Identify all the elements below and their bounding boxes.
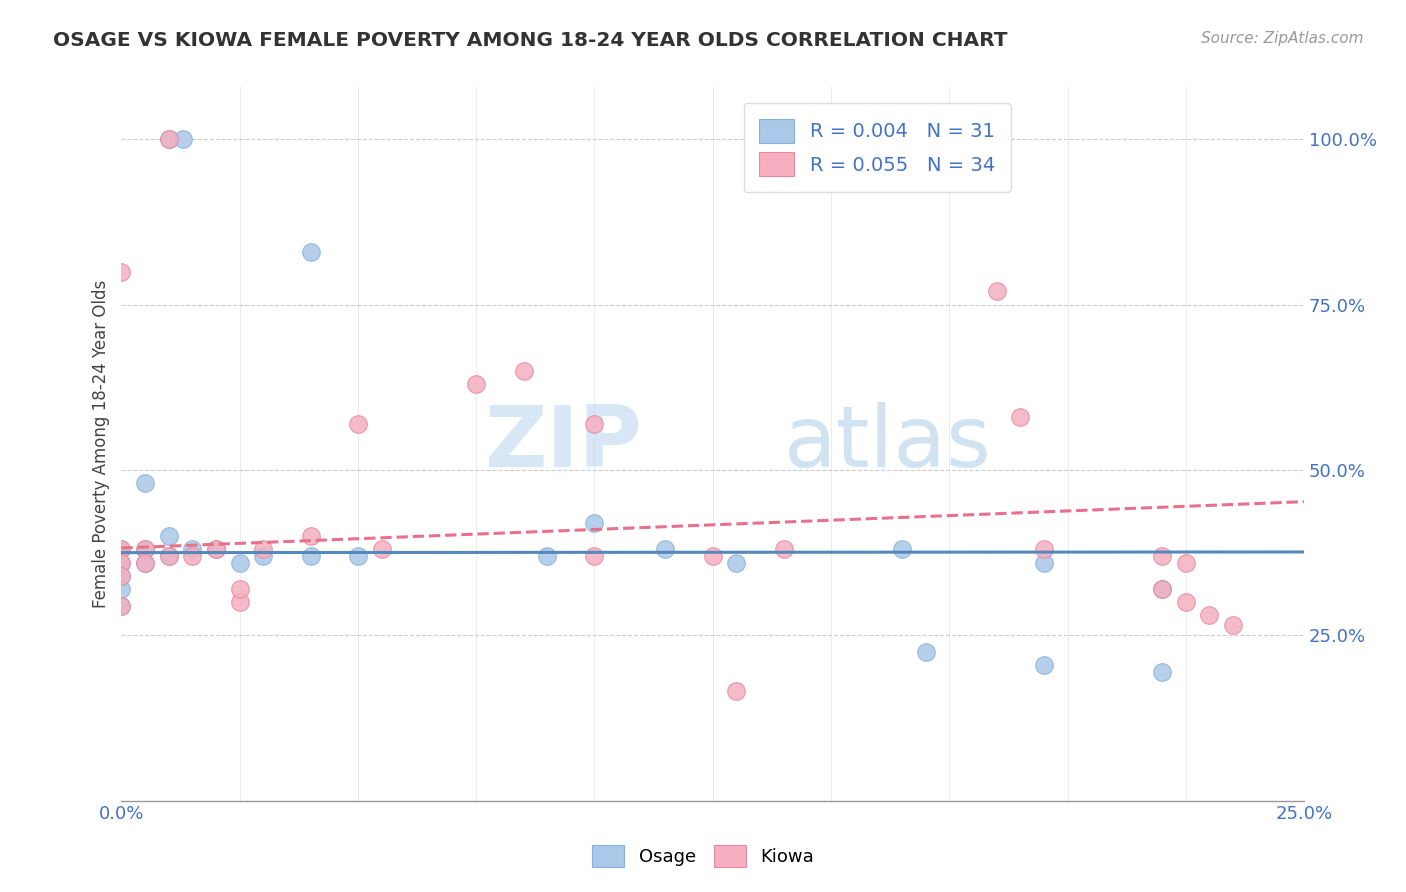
Point: [1152, 582, 1174, 596]
Point: [110, 264, 132, 278]
Point: [252, 542, 274, 557]
Point: [181, 549, 204, 563]
Point: [110, 568, 132, 582]
Point: [157, 132, 180, 146]
Point: [110, 599, 132, 613]
Point: [134, 542, 156, 557]
Text: ZIP: ZIP: [484, 402, 641, 485]
Point: [1032, 658, 1054, 673]
Point: [1152, 665, 1174, 679]
Point: [299, 244, 322, 259]
Point: [172, 132, 194, 146]
Point: [725, 684, 748, 698]
Point: [583, 516, 606, 530]
Legend: R = 0.004   N = 31, R = 0.055   N = 34: R = 0.004 N = 31, R = 0.055 N = 34: [744, 103, 1011, 192]
Point: [157, 549, 180, 563]
Point: [181, 542, 204, 557]
Point: [205, 542, 228, 557]
Point: [1174, 556, 1197, 570]
Legend: Osage, Kiowa: Osage, Kiowa: [585, 838, 821, 874]
Point: [228, 595, 250, 609]
Point: [1174, 595, 1197, 609]
Point: [370, 542, 392, 557]
Point: [110, 556, 132, 570]
Point: [347, 417, 370, 431]
Point: [110, 599, 132, 613]
Point: [110, 582, 132, 596]
Point: [986, 285, 1008, 299]
Point: [134, 556, 156, 570]
Point: [1010, 410, 1032, 425]
Text: OSAGE VS KIOWA FEMALE POVERTY AMONG 18-24 YEAR OLDS CORRELATION CHART: OSAGE VS KIOWA FEMALE POVERTY AMONG 18-2…: [53, 31, 1008, 50]
Point: [654, 542, 676, 557]
Point: [536, 549, 558, 563]
Point: [914, 645, 936, 659]
Point: [772, 542, 794, 557]
Point: [1152, 582, 1174, 596]
Point: [1222, 618, 1244, 632]
Point: [205, 542, 228, 557]
Point: [583, 549, 606, 563]
Point: [299, 549, 322, 563]
Point: [1032, 542, 1054, 557]
Point: [157, 529, 180, 543]
Point: [583, 417, 606, 431]
Point: [157, 132, 180, 146]
Point: [134, 542, 156, 557]
Point: [1032, 556, 1054, 570]
Point: [465, 376, 488, 391]
Point: [110, 542, 132, 557]
Point: [299, 529, 322, 543]
Text: Source: ZipAtlas.com: Source: ZipAtlas.com: [1201, 31, 1364, 46]
Point: [702, 549, 724, 563]
Point: [134, 556, 156, 570]
Y-axis label: Female Poverty Among 18-24 Year Olds: Female Poverty Among 18-24 Year Olds: [93, 279, 110, 607]
Point: [110, 568, 132, 582]
Point: [1152, 549, 1174, 563]
Point: [252, 549, 274, 563]
Point: [110, 542, 132, 557]
Text: atlas: atlas: [783, 402, 991, 485]
Point: [1198, 608, 1220, 623]
Point: [228, 582, 250, 596]
Point: [725, 556, 748, 570]
Point: [228, 556, 250, 570]
Point: [512, 364, 534, 378]
Point: [347, 549, 370, 563]
Point: [891, 542, 914, 557]
Point: [157, 549, 180, 563]
Point: [134, 476, 156, 491]
Point: [110, 556, 132, 570]
